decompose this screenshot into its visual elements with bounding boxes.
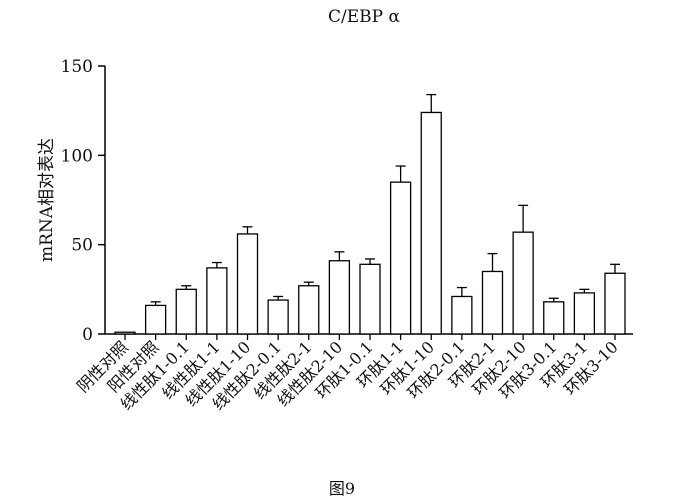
bar bbox=[236, 233, 259, 335]
figure-caption: 图9 bbox=[329, 479, 355, 498]
bar bbox=[573, 292, 596, 335]
bar bbox=[328, 260, 351, 335]
y-tick-label: 50 bbox=[71, 236, 93, 256]
bar bbox=[604, 272, 626, 335]
x-ticks: 阴性对照阳性对照线性肽1-0.1线性肽1-1线性肽1-10线性肽2-0.1线性肽… bbox=[73, 334, 622, 414]
bar bbox=[175, 288, 197, 335]
bar bbox=[206, 267, 228, 335]
bar bbox=[114, 331, 136, 335]
bar bbox=[359, 263, 381, 335]
chart-title: C/EBP α bbox=[328, 7, 400, 27]
y-axis-label: mRNA相对表达 bbox=[37, 138, 57, 262]
y-tick-label: 0 bbox=[82, 325, 93, 345]
bar bbox=[481, 270, 504, 335]
bar bbox=[267, 299, 289, 335]
y-ticks: 0 50 100 150 bbox=[61, 57, 105, 345]
bar bbox=[543, 301, 565, 335]
bar bbox=[451, 295, 473, 335]
bar bbox=[512, 231, 534, 335]
bar bbox=[420, 111, 442, 335]
y-tick-label: 100 bbox=[61, 146, 93, 166]
bar bbox=[298, 285, 320, 335]
y-tick-label: 150 bbox=[61, 57, 93, 77]
bar bbox=[389, 181, 412, 335]
bar bbox=[144, 304, 167, 335]
bars bbox=[114, 93, 626, 335]
